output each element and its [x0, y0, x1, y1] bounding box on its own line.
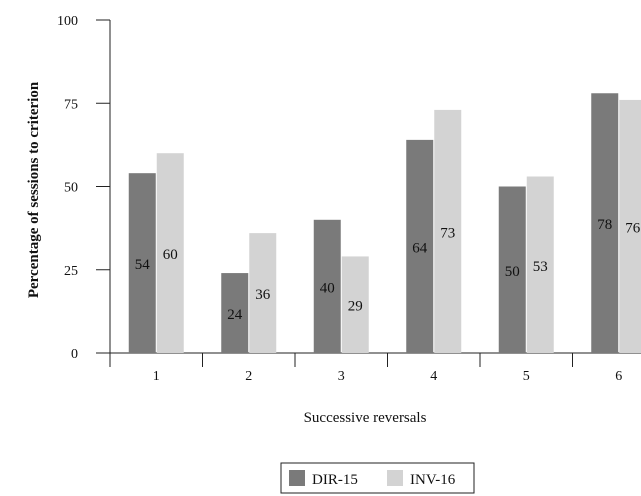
bar-value-label: 36: [255, 287, 271, 303]
bar-dir-15: [221, 273, 249, 353]
x-tick-label: 6: [615, 369, 622, 384]
x-tick-label: 4: [430, 369, 437, 384]
bar-dir-15: [313, 219, 341, 353]
legend: DIR-15 INV-16: [280, 462, 475, 494]
bar-dir-15: [128, 173, 156, 353]
y-tick-label: 100: [57, 14, 78, 29]
bar-value-label: 64: [412, 240, 428, 256]
bar-value-label: 29: [348, 299, 363, 315]
bar-dir-15: [406, 139, 434, 353]
x-tick-label: 1: [153, 369, 160, 384]
legend-label: INV-16: [410, 472, 456, 488]
y-axis: 0 25 50 75 100: [57, 14, 111, 362]
legend-swatch: [387, 470, 403, 486]
bar-inv-16: [249, 233, 277, 353]
bar-value-label: 76: [625, 220, 641, 236]
bar-inv-16: [619, 99, 641, 353]
bar-value-label: 40: [320, 280, 335, 296]
x-axis-title: Successive reversals: [304, 410, 427, 426]
y-tick-label: 25: [64, 264, 78, 279]
legend-swatch: [289, 470, 305, 486]
bar-value-label: 24: [227, 307, 243, 323]
bar-inv-16: [434, 109, 462, 353]
y-axis-title: Percentage of sessions to criterion: [26, 81, 42, 298]
legend-box: [280, 462, 475, 494]
bar-value-label: 60: [163, 247, 178, 263]
y-tick-label: 50: [64, 181, 78, 196]
bar-dir-15: [498, 186, 526, 353]
x-tick-label: 2: [245, 369, 252, 384]
y-tick-label: 0: [71, 347, 78, 362]
bar-value-label: 50: [505, 264, 520, 280]
bar-inv-16: [156, 153, 184, 353]
bar-labels-group: 54 60 24 36 40 29 64 73 50 53 78 76: [135, 217, 641, 323]
bar-dir-15: [591, 93, 619, 353]
x-axis: 1 2 3 4 5 6: [96, 352, 641, 384]
x-tick-label: 3: [338, 369, 345, 384]
y-tick-label: 75: [64, 97, 78, 112]
legend-label: DIR-15: [312, 472, 358, 488]
bar-value-label: 53: [533, 259, 548, 275]
bars-group: [128, 93, 641, 353]
bar-value-label: 78: [597, 217, 612, 233]
bar-inv-16: [526, 176, 554, 353]
bar-value-label: 54: [135, 257, 151, 273]
x-tick-label: 5: [523, 369, 530, 384]
bar-value-label: 73: [440, 225, 455, 241]
bar-inv-16: [341, 256, 369, 353]
